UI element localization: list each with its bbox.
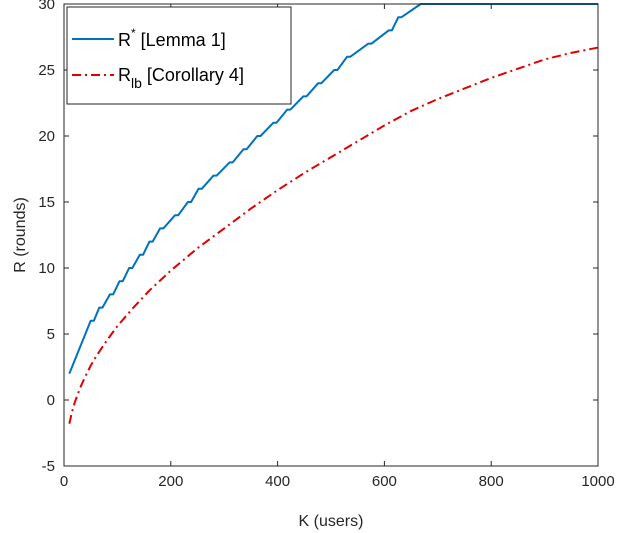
y-tick-label: 25 bbox=[38, 62, 55, 79]
y-tick-label: 15 bbox=[38, 194, 55, 211]
x-tick-label: 800 bbox=[479, 473, 504, 490]
plot-frame bbox=[63, 3, 599, 467]
legend-label-r-lb: Rlb [Corollary 4] bbox=[118, 65, 244, 91]
x-tick-label: 600 bbox=[372, 473, 397, 490]
x-tick-label: 1000 bbox=[581, 473, 614, 490]
legend-label-r-star: R* [Lemma 1] bbox=[118, 26, 226, 50]
x-tick-label: 400 bbox=[265, 473, 290, 490]
x-tick-label: 0 bbox=[60, 473, 68, 490]
y-tick-label: -5 bbox=[42, 458, 55, 475]
y-axis-label: R (rounds) bbox=[12, 197, 29, 273]
y-tick-label: 30 bbox=[38, 0, 55, 13]
y-tick-label: 20 bbox=[38, 128, 55, 145]
y-tick-label: 0 bbox=[47, 392, 55, 409]
y-tick-label: 5 bbox=[47, 326, 55, 343]
legend: R* [Lemma 1] Rlb [Corollary 4] bbox=[66, 6, 292, 105]
y-tick-label: 10 bbox=[38, 260, 55, 277]
series-line-r-lb bbox=[68, 46, 599, 424]
x-tick-label: 200 bbox=[158, 473, 183, 490]
x-axis-label: K (users) bbox=[299, 513, 364, 530]
legend-box bbox=[66, 6, 292, 105]
